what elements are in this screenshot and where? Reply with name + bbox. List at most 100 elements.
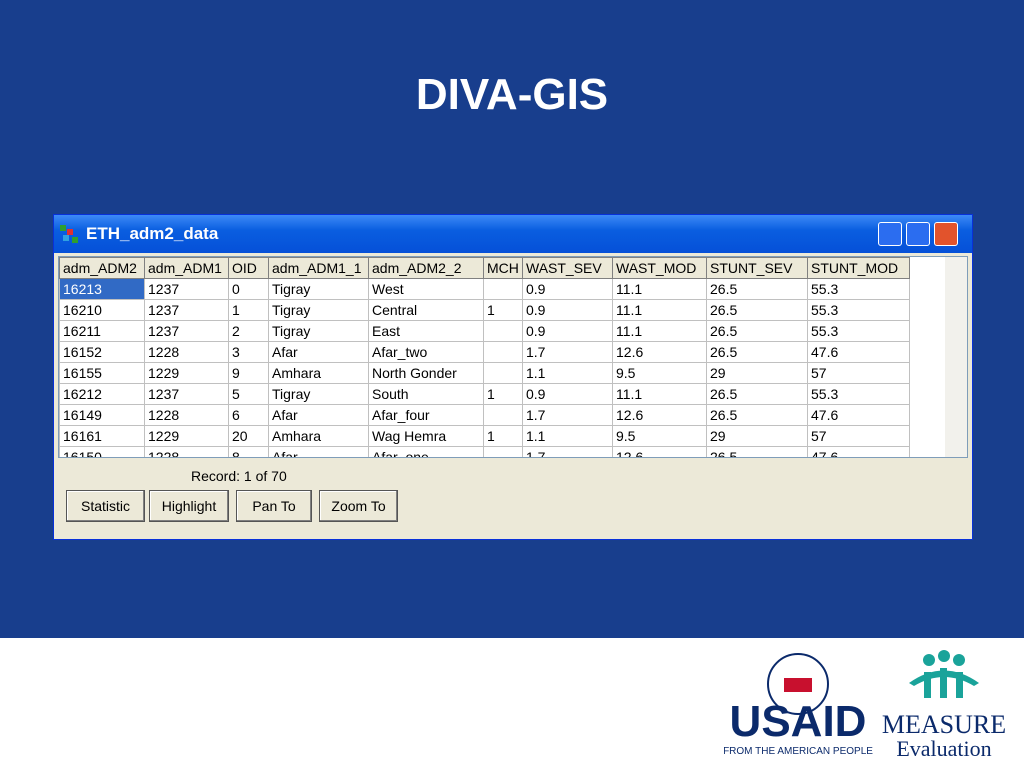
minimize-button[interactable] bbox=[878, 222, 902, 246]
table-row[interactable]: 16161 1229 20 Amhara Wag Hemra 1 1.1 9.5 29 57 bbox=[59, 425, 910, 447]
table-cell: Central bbox=[368, 299, 484, 321]
table-cell bbox=[483, 341, 523, 363]
table-cell: Afar_four bbox=[368, 404, 484, 426]
table-cell: 47.6 bbox=[807, 446, 910, 457]
table-cell: 9.5 bbox=[612, 425, 707, 447]
table-cell: Afar_one bbox=[368, 446, 484, 457]
table-cell: 16152 bbox=[59, 341, 145, 363]
seal-shield bbox=[784, 678, 812, 692]
button[interactable]: Highlight bbox=[149, 490, 229, 522]
table-cell: 16149 bbox=[59, 404, 145, 426]
table-cell: Afar_two bbox=[368, 341, 484, 363]
table-row[interactable]: 16155 1229 9 Amhara North Gonder 1.1 9.5 29 57 bbox=[59, 362, 910, 384]
column-header: STUNT_MOD bbox=[807, 257, 910, 279]
table-cell: 26.5 bbox=[706, 341, 808, 363]
maximize-button[interactable] bbox=[906, 222, 930, 246]
window: ETH_adm2_data adm_ADM2 adm_ADM1 OID adm_ADM… bbox=[53, 214, 973, 540]
table-cell: 1 bbox=[228, 299, 269, 321]
table-cell bbox=[483, 320, 523, 342]
title-bar: ETH_adm2_data bbox=[54, 215, 972, 253]
table-cell: 0.9 bbox=[522, 320, 613, 342]
table-cell: Afar bbox=[268, 446, 369, 457]
table-cell: 16155 bbox=[59, 362, 145, 384]
table-cell: 16211 bbox=[59, 320, 145, 342]
table-cell: 1237 bbox=[144, 320, 229, 342]
table-cell: 55.3 bbox=[807, 278, 910, 300]
table-cell: 11.1 bbox=[612, 299, 707, 321]
table-cell: 1229 bbox=[144, 362, 229, 384]
close-button[interactable] bbox=[934, 222, 958, 246]
table-cell: 1237 bbox=[144, 383, 229, 405]
table-cell: 47.6 bbox=[807, 404, 910, 426]
table-cell: 12.6 bbox=[612, 404, 707, 426]
table-cell: 1 bbox=[483, 383, 523, 405]
table-cell: Tigray bbox=[268, 383, 369, 405]
table-cell: 0.9 bbox=[522, 383, 613, 405]
table-cell: 26.5 bbox=[706, 383, 808, 405]
column-header: adm_ADM2 bbox=[59, 257, 145, 279]
table-cell: 57 bbox=[807, 362, 910, 384]
table-cell: 1.7 bbox=[522, 446, 613, 457]
table-cell: 3 bbox=[228, 341, 269, 363]
table-cell: 55.3 bbox=[807, 320, 910, 342]
table-row[interactable]: 16210 1237 1 Tigray Central 1 0.9 11.1 26.5 55.3 bbox=[59, 299, 910, 321]
table-cell: 16212 bbox=[59, 383, 145, 405]
table-cell: 16213 bbox=[59, 278, 145, 300]
measure-icon bbox=[909, 650, 979, 698]
table-cell bbox=[483, 362, 523, 384]
table-cell: 1.7 bbox=[522, 404, 613, 426]
table: adm_ADM2 adm_ADM1 OID adm_ADM1_1 adm_ADM2_2 M… bbox=[59, 257, 910, 457]
table-cell: Tigray bbox=[268, 299, 369, 321]
table-cell bbox=[483, 278, 523, 300]
table-cell: 1.7 bbox=[522, 341, 613, 363]
table-cell: 1.1 bbox=[522, 425, 613, 447]
table-row[interactable]: 16212 1237 5 Tigray South 1 0.9 11.1 26.5 55.3 bbox=[59, 383, 910, 405]
column-header: STUNT_SEV bbox=[706, 257, 808, 279]
table-cell: Amhara bbox=[268, 362, 369, 384]
table-cell: 9 bbox=[228, 362, 269, 384]
table-cell: 6 bbox=[228, 404, 269, 426]
table-cell: 55.3 bbox=[807, 299, 910, 321]
table-cell: 11.1 bbox=[612, 278, 707, 300]
table-cell: 26.5 bbox=[706, 404, 808, 426]
table-cell: 1.1 bbox=[522, 362, 613, 384]
column-header: MCH bbox=[483, 257, 523, 279]
data-grid: adm_ADM2 adm_ADM1 OID adm_ADM1_1 adm_ADM2_2 M… bbox=[58, 256, 968, 458]
table-cell: 1228 bbox=[144, 446, 229, 457]
table-row[interactable]: 16211 1237 2 Tigray East 0.9 11.1 26.5 55.3 bbox=[59, 320, 910, 342]
app-icon bbox=[60, 225, 78, 243]
table-cell: 0.9 bbox=[522, 299, 613, 321]
table-cell: 9.5 bbox=[612, 362, 707, 384]
table-cell: South bbox=[368, 383, 484, 405]
scrollbar[interactable] bbox=[945, 257, 967, 457]
logos: USAID FROM THE AMERICAN PEOPLE MEASURE E… bbox=[724, 650, 1006, 761]
table-cell: North Gonder bbox=[368, 362, 484, 384]
table-cell: West bbox=[368, 278, 484, 300]
table-cell: 16161 bbox=[59, 425, 145, 447]
usaid-wordmark: USAID bbox=[730, 697, 867, 746]
button[interactable]: Statistic bbox=[66, 490, 145, 522]
table-cell: 5 bbox=[228, 383, 269, 405]
table-cell: 1228 bbox=[144, 404, 229, 426]
table-row[interactable]: 16152 1228 3 Afar Afar_two 1.7 12.6 26.5 47.6 bbox=[59, 341, 910, 363]
table-cell: 26.5 bbox=[706, 446, 808, 457]
column-header: adm_ADM1 bbox=[144, 257, 229, 279]
table-row[interactable]: 16150 1228 8 Afar Afar_one 1.7 12.6 26.5 47.6 bbox=[59, 446, 910, 457]
evaluation-text: Evaluation bbox=[896, 736, 991, 761]
table-row[interactable]: 16149 1228 6 Afar Afar_four 1.7 12.6 26.5 47.6 bbox=[59, 404, 910, 426]
table-cell: 1237 bbox=[144, 299, 229, 321]
table-row[interactable]: 16213 1237 0 Tigray West 0.9 11.1 26.5 55.3 bbox=[59, 278, 910, 300]
table-cell: 26.5 bbox=[706, 278, 808, 300]
column-header: OID bbox=[228, 257, 269, 279]
table-cell: 57 bbox=[807, 425, 910, 447]
table-cell: 16210 bbox=[59, 299, 145, 321]
button[interactable]: Zoom To bbox=[319, 490, 398, 522]
table-cell: 29 bbox=[706, 362, 808, 384]
table-cell bbox=[483, 446, 523, 457]
header-row: adm_ADM2 adm_ADM1 OID adm_ADM1_1 adm_ADM2_2 M… bbox=[59, 257, 910, 279]
table-cell: East bbox=[368, 320, 484, 342]
table-cell bbox=[483, 404, 523, 426]
table-cell: 12.6 bbox=[612, 446, 707, 457]
button[interactable]: Pan To bbox=[236, 490, 312, 522]
